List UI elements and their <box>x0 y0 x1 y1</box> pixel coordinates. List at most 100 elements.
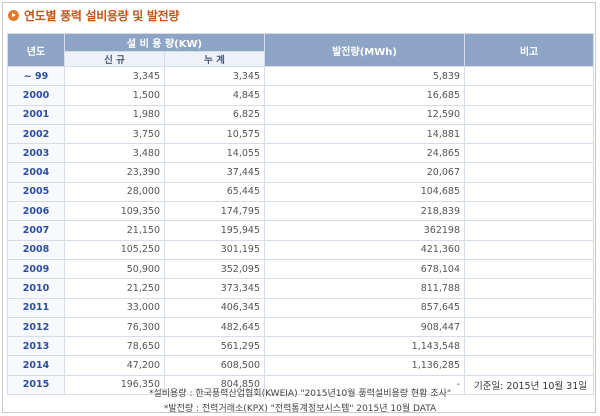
table-row: 2013 78,650 561,295 1,143,548 <box>7 336 595 357</box>
footnote-capacity-source: *설비용량 : 한국풍력산업협회(KWEIA) "2015년10월 풍력설비용량… <box>148 389 452 399</box>
table-row: ~ 99 3,345 3,345 5,839 <box>7 65 595 87</box>
generation-cell: 16,685 <box>264 85 466 106</box>
new-capacity-cell: 50,900 <box>64 258 165 280</box>
year-cell: 2000 <box>7 85 65 106</box>
table-body: ~ 99 3,345 3,345 5,839 2000 1,500 4,845 16,685 2… <box>7 65 595 396</box>
cumulative-capacity-cell: 4,845 <box>163 85 266 106</box>
year-cell: 2005 <box>7 181 65 203</box>
table-row: 2001 1,980 6,825 12,590 <box>7 104 595 125</box>
header-generation: 발전량(MWh) <box>264 33 466 67</box>
bullet-arrow-icon <box>8 9 19 21</box>
year-cell: 2014 <box>7 355 65 376</box>
year-cell: 2013 <box>7 336 65 357</box>
generation-cell: 14,881 <box>264 123 466 145</box>
page-title: 연도별 풍력 설비용량 및 발전량 <box>24 8 180 23</box>
generation-cell: 1,143,548 <box>264 336 466 357</box>
header-new: 신 규 <box>64 51 165 67</box>
year-cell: 2012 <box>7 316 65 338</box>
remark-cell <box>464 316 595 338</box>
cumulative-capacity-cell: 14,055 <box>163 143 266 164</box>
header-cumulative: 누 계 <box>163 51 266 67</box>
generation-cell: 218,839 <box>264 201 466 222</box>
year-cell: 2002 <box>7 123 65 145</box>
table-row: 2015 196,350 804,850- 기준일: 2015년 10월 31일 <box>7 374 595 396</box>
year-cell: 2001 <box>7 104 65 125</box>
cumulative-capacity-cell: 352,095 <box>163 258 266 280</box>
cumulative-capacity-cell: 6,825 <box>163 104 266 125</box>
title-bar: 연도별 풍력 설비용량 및 발전량 <box>8 6 179 24</box>
header-year: 년도 <box>7 33 65 67</box>
cumulative-capacity-cell: 301,195 <box>163 239 266 260</box>
table-row: 2010 21,250 373,345 811,788 <box>7 278 595 299</box>
content-frame <box>2 2 596 413</box>
year-cell: 2008 <box>7 239 65 260</box>
remark-cell <box>464 104 595 125</box>
table-row: 2005 28,000 65,445 104,685 <box>7 181 595 203</box>
new-capacity-cell: 78,650 <box>64 336 165 357</box>
remark-cell <box>464 278 595 299</box>
cumulative-capacity-cell: 65,445 <box>163 181 266 203</box>
generation-cell: 421,360 <box>264 239 466 260</box>
new-capacity-cell: 47,200 <box>64 355 165 376</box>
year-cell: 2010 <box>7 278 65 299</box>
remark-cell <box>464 85 595 106</box>
cumulative-capacity-cell: 373,345 <box>163 278 266 299</box>
table-row: 2003 3,480 14,055 24,865 <box>7 143 595 164</box>
new-capacity-cell: 3,345 <box>64 65 165 87</box>
table-row: 2009 50,900 352,095 678,104 <box>7 258 595 280</box>
new-capacity-cell: 1,500 <box>64 85 165 106</box>
table-row: 2006 109,350 174,795 218,839 <box>7 201 595 222</box>
remark-cell <box>464 220 595 241</box>
remark-cell <box>464 239 595 260</box>
new-capacity-cell: 28,000 <box>64 181 165 203</box>
table-row: 2014 47,200 608,500 1,136,285 <box>7 355 595 376</box>
new-capacity-cell: 105,250 <box>64 239 165 260</box>
cumulative-capacity-cell: 37,445 <box>163 162 266 183</box>
generation-cell: 1,136,285 <box>264 355 466 376</box>
generation-cell: 12,590 <box>264 104 466 125</box>
wind-capacity-table: 년도 설 비 용 량(KW) 발전량(MWh) 비고 신 규 누 계 ~ 99 3… <box>7 33 595 396</box>
cumulative-capacity-cell: 804,850 <box>163 374 266 396</box>
cumulative-capacity-cell: 3,345 <box>163 65 266 87</box>
remark-cell <box>464 336 595 357</box>
new-capacity-cell: 23,390 <box>64 162 165 183</box>
year-cell: ~ 99 <box>7 65 65 87</box>
remark-cell <box>464 143 595 164</box>
generation-cell: 811,788 <box>264 278 466 299</box>
remark-cell <box>464 162 595 183</box>
year-cell: 2006 <box>7 201 65 222</box>
table-row: 2004 23,390 37,445 20,067 <box>7 162 595 183</box>
remark-cell <box>464 123 595 145</box>
year-cell: 2011 <box>7 297 65 318</box>
remark-cell <box>464 258 595 280</box>
cumulative-capacity-cell: 608,500 <box>163 355 266 376</box>
generation-cell: 20,067 <box>264 162 466 183</box>
cumulative-capacity-cell: 195,945 <box>163 220 266 241</box>
generation-cell: 908,447 <box>264 316 466 338</box>
new-capacity-cell: 21,250 <box>64 278 165 299</box>
year-cell: 2007 <box>7 220 65 241</box>
generation-cell: 678,104 <box>264 258 466 280</box>
remark-cell <box>464 181 595 203</box>
new-capacity-cell: 109,350 <box>64 201 165 222</box>
new-capacity-cell: 76,300 <box>64 316 165 338</box>
remark-cell: 기준일: 2015년 10월 31일 <box>464 374 595 396</box>
table-row: 2011 33,000 406,345 857,645 <box>7 297 595 318</box>
new-capacity-cell: 33,000 <box>64 297 165 318</box>
new-capacity-cell: 1,980 <box>64 104 165 125</box>
year-cell: 2004 <box>7 162 65 183</box>
table-row: 2007 21,150 195,945 362198 <box>7 220 595 241</box>
cumulative-capacity-cell: 406,345 <box>163 297 266 318</box>
generation-cell: 24,865 <box>264 143 466 164</box>
remark-cell <box>464 297 595 318</box>
table-row: 2012 76,300 482,645 908,447 <box>7 316 595 338</box>
header-remarks: 비고 <box>464 33 595 67</box>
generation-cell: 857,645 <box>264 297 466 318</box>
table-row: 2002 3,750 10,575 14,881 <box>7 123 595 145</box>
remark-cell <box>464 65 595 87</box>
cumulative-capacity-cell: 482,645 <box>163 316 266 338</box>
cumulative-capacity-cell: 174,795 <box>163 201 266 222</box>
generation-cell: 104,685 <box>264 181 466 203</box>
new-capacity-cell: 21,150 <box>64 220 165 241</box>
year-cell: 2009 <box>7 258 65 280</box>
